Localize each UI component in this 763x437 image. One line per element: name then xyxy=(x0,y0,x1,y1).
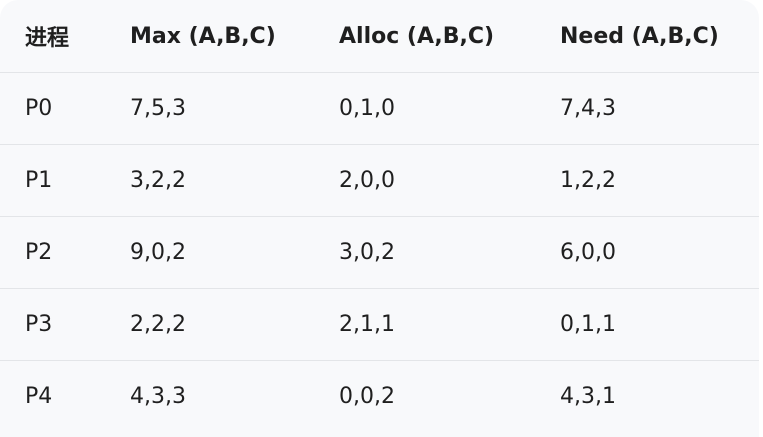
header-max: Max (A,B,C) xyxy=(130,23,276,49)
cell-max: 7,5,3 xyxy=(105,72,314,145)
table-row: P1 3,2,2 2,0,0 1,2,2 xyxy=(0,144,759,217)
cell-process: P0 xyxy=(0,72,105,145)
cell-need: 7,4,3 xyxy=(535,72,759,145)
cell-need: 0,1,1 xyxy=(535,288,759,361)
table-row: P0 7,5,3 0,1,0 7,4,3 xyxy=(0,72,759,145)
cell-need: 6,0,0 xyxy=(535,216,759,289)
header-alloc: Alloc (A,B,C) xyxy=(339,23,495,49)
cell-max: 2,2,2 xyxy=(105,288,314,361)
table-row: P3 2,2,2 2,1,1 0,1,1 xyxy=(0,288,759,361)
table-row: P2 9,0,2 3,0,2 6,0,0 xyxy=(0,216,759,289)
cell-process: P1 xyxy=(0,144,105,217)
table-body: P0 7,5,3 0,1,0 7,4,3 P1 3,2,2 2,0,0 1,2,… xyxy=(0,72,759,432)
cell-need: 1,2,2 xyxy=(535,144,759,217)
cell-process: P4 xyxy=(0,360,105,432)
cell-max: 4,3,3 xyxy=(105,360,314,432)
cell-alloc: 0,0,2 xyxy=(314,360,535,432)
header-row: 进程 Max (A,B,C) Alloc (A,B,C) Need (A,B,C… xyxy=(0,0,759,73)
cell-max: 3,2,2 xyxy=(105,144,314,217)
cell-max: 9,0,2 xyxy=(105,216,314,289)
cell-need: 4,3,1 xyxy=(535,360,759,432)
header-need: Need (A,B,C) xyxy=(560,23,719,49)
table-header: 进程 Max (A,B,C) Alloc (A,B,C) Need (A,B,C… xyxy=(0,0,759,73)
table-row: P4 4,3,3 0,0,2 4,3,1 xyxy=(0,360,759,432)
cell-alloc: 2,0,0 xyxy=(314,144,535,217)
cell-alloc: 0,1,0 xyxy=(314,72,535,145)
header-process: 进程 xyxy=(25,26,70,51)
cell-alloc: 3,0,2 xyxy=(314,216,535,289)
cell-alloc: 2,1,1 xyxy=(314,288,535,361)
cell-process: P3 xyxy=(0,288,105,361)
cell-process: P2 xyxy=(0,216,105,289)
